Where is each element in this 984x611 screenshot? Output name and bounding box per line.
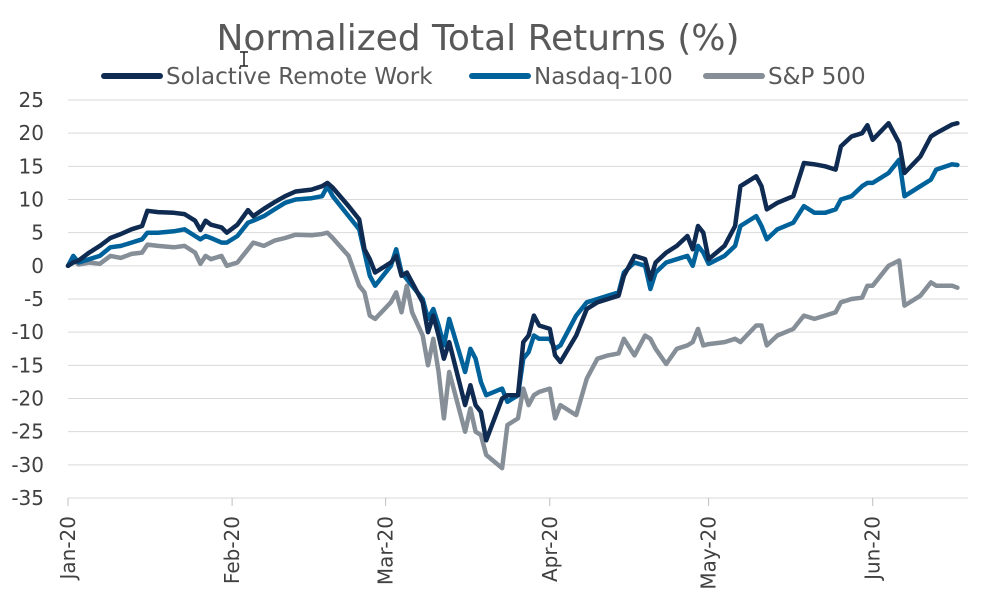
y-tick-label: 25: [19, 88, 44, 112]
legend: Solactive Remote Work Nasdaq-100 S&P 500: [101, 64, 866, 90]
y-tick-label: 5: [31, 221, 44, 245]
y-tick-label: -15: [11, 353, 44, 377]
x-tick-label: Jan-20: [56, 516, 80, 582]
legend-label-0: Solactive Remote Work: [166, 64, 433, 90]
y-tick-label: -20: [11, 387, 44, 411]
y-tick-label: -25: [11, 420, 44, 444]
y-tick-label: 20: [19, 121, 44, 145]
y-tick-label: 15: [19, 154, 44, 178]
gridlines: [68, 99, 968, 499]
y-tick-label: -35: [11, 486, 44, 510]
series-line-0: [65, 120, 960, 443]
series-lines: [65, 120, 960, 471]
y-tick-label: -10: [11, 320, 44, 344]
series-line-1: [65, 157, 960, 405]
y-tick-label: -30: [11, 453, 44, 477]
x-tick-label: Jun-20: [861, 516, 885, 582]
x-axis: Jan-20 Feb-20 Mar-20 Apr-20 May-20 Jun-20: [56, 498, 885, 590]
x-tick-label: Mar-20: [374, 516, 398, 585]
chart-title: Normalized Total Returns (%): [216, 18, 739, 59]
x-tick-label: Feb-20: [220, 516, 244, 584]
y-tick-label: -5: [24, 287, 44, 311]
legend-label-1: Nasdaq-100: [534, 64, 673, 90]
y-tick-label: 0: [31, 254, 44, 278]
series-line-2: [65, 230, 960, 471]
text-cursor-icon: [240, 51, 248, 67]
x-tick-label: Apr-20: [538, 516, 562, 582]
legend-label-2: S&P 500: [768, 64, 866, 90]
y-axis: 25 20 15 10 5 0 -5 -10 -15 -20 -25 -30 -35: [11, 88, 44, 510]
x-tick-label: May-20: [697, 516, 721, 590]
y-tick-label: 10: [19, 188, 44, 212]
